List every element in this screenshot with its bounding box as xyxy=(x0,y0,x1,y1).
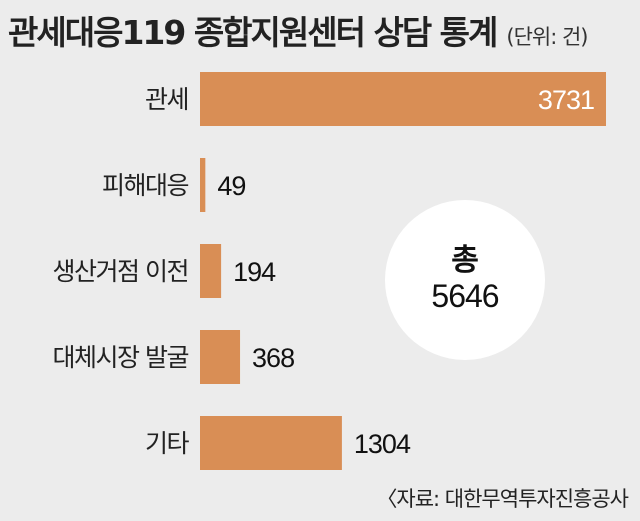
total-label: 총 xyxy=(451,243,479,279)
value-label-4: 1304 xyxy=(354,429,411,459)
value-label-2: 194 xyxy=(233,257,276,287)
category-label-0: 관세 xyxy=(145,85,188,114)
unit-label: (단위: 건) xyxy=(506,25,588,49)
chart-title: 관세대응119 종합지원센터 상담 통계 xyxy=(8,13,498,52)
category-label-1: 피해대응 xyxy=(102,171,189,200)
category-label-4: 기타 xyxy=(145,429,190,458)
value-label-1: 49 xyxy=(217,171,245,201)
title-row: 관세대응119 종합지원센터 상담 통계 (단위: 건) xyxy=(8,6,632,58)
value-label-0: 3731 xyxy=(538,85,594,115)
total-bubble: 총 5646 xyxy=(385,200,545,360)
value-label-3: 368 xyxy=(252,343,294,373)
source-note: 〈자료: 대한무역투자진흥공사 xyxy=(376,487,629,511)
bar-3 xyxy=(200,330,241,384)
total-value: 5646 xyxy=(431,278,499,315)
bar-0 xyxy=(200,72,606,126)
bar-2 xyxy=(200,244,222,298)
bar-4 xyxy=(200,416,342,470)
category-label-2: 생산거점 이전 xyxy=(53,257,188,286)
bar-1 xyxy=(200,158,206,212)
category-label-3: 대체시장 발굴 xyxy=(53,343,189,372)
